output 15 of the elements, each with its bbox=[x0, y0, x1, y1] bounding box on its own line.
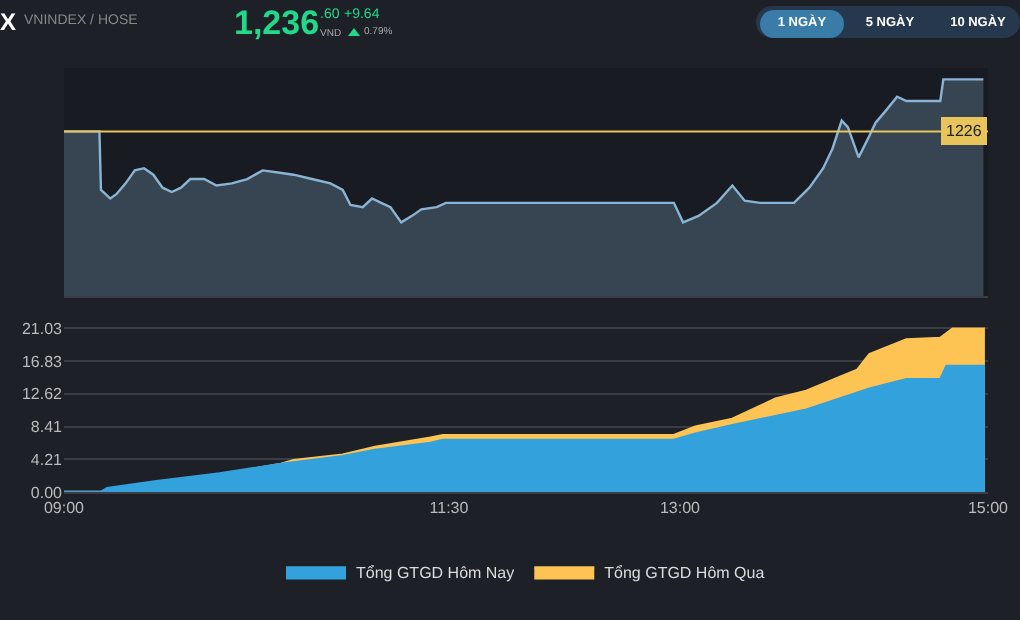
y-tick-label: 16.83 bbox=[21, 352, 64, 371]
y-tick-label: 0.00 bbox=[30, 483, 64, 502]
text: 1,236 bbox=[234, 4, 320, 44]
legend-label: Tổng GTGD Hôm Nay bbox=[356, 563, 515, 582]
text: X bbox=[0, 8, 17, 36]
annotation: 1226 bbox=[946, 122, 983, 140]
y-tick-label: 8.41 bbox=[30, 418, 64, 437]
x-tick-label: 15:00 bbox=[967, 499, 1010, 518]
y-tick-label: 12.62 bbox=[21, 385, 64, 404]
x-tick-label: 09:00 bbox=[43, 499, 86, 518]
y-tick-label: 21.03 bbox=[21, 320, 64, 339]
y-tick-label: 4.21 bbox=[30, 450, 64, 469]
x-tick-label: 11:30 bbox=[429, 499, 470, 518]
legend-label: Tổng GTGD Hôm Qua bbox=[604, 563, 766, 582]
x-tick-label: 13:00 bbox=[659, 499, 702, 518]
